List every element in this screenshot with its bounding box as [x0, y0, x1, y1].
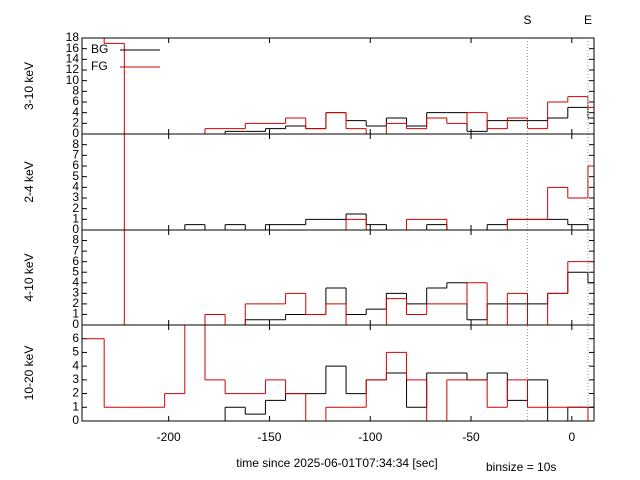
- y-tick-label: 3: [72, 190, 79, 204]
- y-axis-label: 3-10 keV: [22, 62, 36, 110]
- plot-area: [84, 325, 594, 421]
- y-tick-label: 10: [66, 73, 80, 87]
- y-tick-label: 1: [72, 212, 79, 226]
- y-tick-label: 0: [72, 317, 79, 331]
- y-tick-label: 14: [66, 52, 80, 66]
- y-tick-label: 2: [72, 296, 79, 310]
- x-tick-label: -100: [358, 430, 382, 444]
- y-tick-label: 7: [72, 243, 79, 257]
- x-axis-label: time since 2025-06-01T07:34:34 [sec]: [236, 456, 437, 470]
- x-tick-label: -150: [257, 430, 281, 444]
- y-tick-label: 5: [72, 169, 79, 183]
- y-tick-label: 5: [72, 345, 79, 359]
- y-tick-label: 4: [72, 105, 79, 119]
- plot-area: [84, 38, 594, 134]
- y-tick-label: 0: [72, 126, 79, 140]
- y-axis-label: 10-20 keV: [22, 346, 36, 401]
- y-tick-label: 0: [72, 413, 79, 427]
- y-tick-label: 8: [72, 84, 79, 98]
- y-tick-label: 8: [72, 233, 79, 247]
- y-tick-label: 2: [72, 116, 79, 130]
- y-tick-label: 1: [72, 307, 79, 321]
- y-tick-label: 6: [72, 254, 79, 268]
- y-tick-label: 4: [72, 275, 79, 289]
- x-tick-label: 0: [568, 430, 575, 444]
- panel-frame: [81, 37, 595, 135]
- plot-area: [84, 134, 594, 230]
- panel-frame: [81, 229, 595, 326]
- y-tick-label: 5: [72, 264, 79, 278]
- y-tick-label: 8: [72, 137, 79, 151]
- y-tick-label: 3: [72, 372, 79, 386]
- y-tick-label: 6: [72, 331, 79, 345]
- y-tick-label: 16: [66, 41, 80, 55]
- y-tick-label: 6: [72, 158, 79, 172]
- y-tick-label: 12: [66, 62, 80, 76]
- annotation: binsize = 10s: [486, 460, 556, 474]
- y-tick-label: 1: [72, 399, 79, 413]
- y-tick-label: 2: [72, 201, 79, 215]
- y-tick-label: 4: [72, 180, 79, 194]
- panel-frame: [81, 324, 595, 422]
- marker-label: S: [523, 13, 531, 27]
- legend-label: FG: [91, 59, 108, 73]
- y-tick-label: 7: [72, 148, 79, 162]
- y-tick-label: 6: [72, 94, 79, 108]
- legend-label: BG: [91, 42, 108, 56]
- y-tick-label: 2: [72, 386, 79, 400]
- panel-frame: [81, 133, 595, 231]
- marker-label: E: [584, 13, 592, 27]
- plot-area: [84, 230, 594, 325]
- y-axis-label: 4-10 keV: [22, 253, 36, 301]
- y-tick-label: 0: [72, 222, 79, 236]
- y-tick-label: 4: [72, 358, 79, 372]
- x-tick-label: -50: [462, 430, 480, 444]
- y-tick-label: 18: [66, 30, 80, 44]
- x-tick-label: -200: [157, 430, 181, 444]
- y-tick-label: 3: [72, 286, 79, 300]
- y-axis-label: 2-4 keV: [22, 161, 36, 202]
